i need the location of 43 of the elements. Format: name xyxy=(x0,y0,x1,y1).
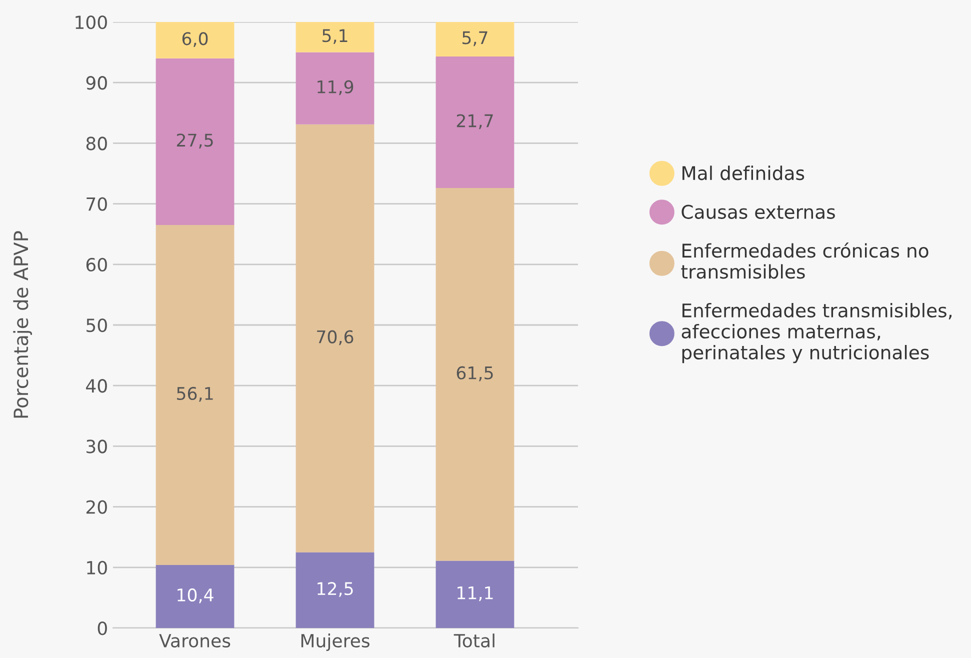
y-axis-title: Porcentaje de APVP xyxy=(13,231,32,418)
y-tick-label: 20 xyxy=(86,500,107,514)
legend-label: Enfermedades transmisibles, afecciones maternas, perinatales y nutricionales xyxy=(682,302,952,364)
bar xyxy=(436,22,514,57)
data-label: 6,0 xyxy=(182,32,208,47)
y-tick-label: 70 xyxy=(86,197,107,211)
bar xyxy=(296,52,374,124)
x-tick-label: Mujeres xyxy=(301,634,370,652)
data-label: 11,9 xyxy=(318,80,354,96)
y-tick-label: 40 xyxy=(86,379,107,393)
data-label: 11,1 xyxy=(458,586,493,602)
data-label: 61,5 xyxy=(456,366,493,382)
legend-label: Enfermedades crónicas no transmisibles xyxy=(681,242,928,279)
bar xyxy=(296,552,374,628)
x-tick-label: Varones xyxy=(159,634,230,648)
bar xyxy=(436,56,514,188)
y-tick-label: 0 xyxy=(98,621,107,636)
bar xyxy=(156,22,234,58)
bar xyxy=(156,58,234,226)
data-label: 5,7 xyxy=(462,31,488,46)
data-label: 56,1 xyxy=(177,386,213,402)
bar xyxy=(436,188,514,561)
data-label: 27,5 xyxy=(176,134,213,148)
data-label: 70,6 xyxy=(317,330,354,346)
data-label: 21,7 xyxy=(456,114,493,130)
y-tick-label: 50 xyxy=(86,318,107,332)
y-tick-label: 90 xyxy=(86,76,107,90)
bar xyxy=(296,22,374,52)
y-tick-label: 10 xyxy=(87,560,107,575)
bar xyxy=(296,124,374,552)
data-label: 10,4 xyxy=(178,588,214,604)
data-label: 5,1 xyxy=(322,29,348,44)
bar xyxy=(156,225,234,565)
legend-label: Causas externas xyxy=(682,204,835,219)
y-tick-label: 30 xyxy=(86,440,107,454)
x-tick-label: Total xyxy=(454,634,494,648)
bar xyxy=(156,564,234,628)
y-tick-label: 80 xyxy=(86,136,107,150)
data-label: 12,5 xyxy=(318,582,353,597)
y-tick-label: 60 xyxy=(86,258,107,272)
legend-label: Mal definidas xyxy=(682,166,804,180)
y-tick-label: 100 xyxy=(76,15,107,30)
bar xyxy=(436,560,514,628)
